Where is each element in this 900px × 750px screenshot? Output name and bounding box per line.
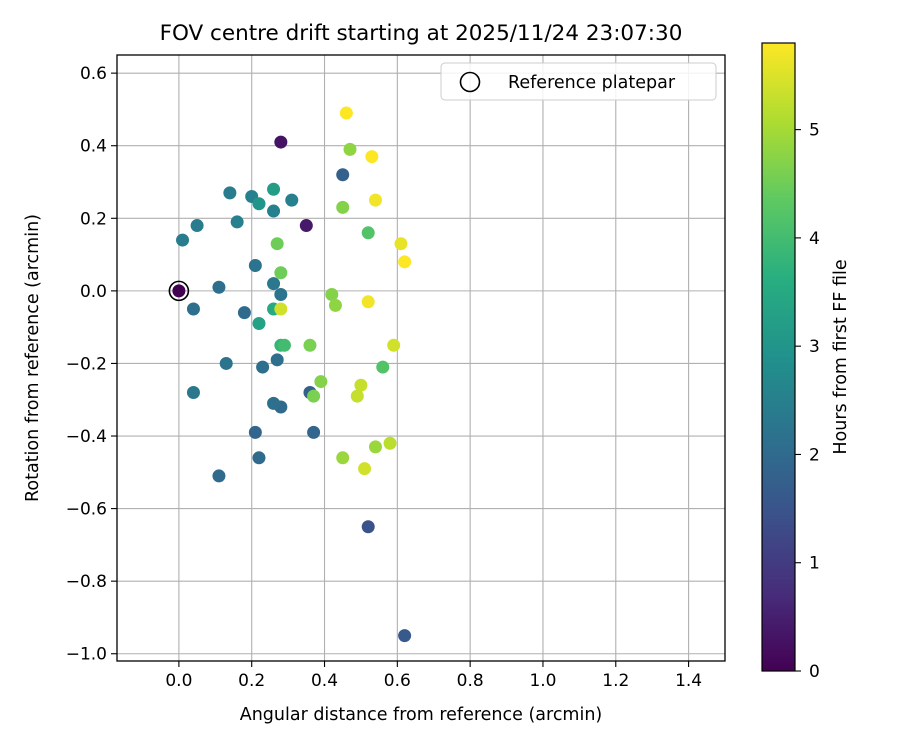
data-point xyxy=(361,295,375,309)
data-point xyxy=(376,360,390,374)
data-point xyxy=(267,277,281,291)
y-tick-label: 0.4 xyxy=(80,137,107,157)
data-point xyxy=(307,389,321,403)
data-point xyxy=(394,237,408,251)
y-tick-label: 0.0 xyxy=(80,282,107,302)
data-point xyxy=(270,237,284,251)
colorbar-tick-label: 5 xyxy=(809,121,820,141)
y-tick-label: 0.6 xyxy=(80,64,107,84)
data-point xyxy=(270,353,284,367)
data-point xyxy=(361,226,375,240)
data-point xyxy=(343,142,357,156)
reference-data-point xyxy=(172,284,186,298)
data-point xyxy=(252,317,266,331)
data-point xyxy=(248,258,262,272)
x-tick-label: 1.4 xyxy=(675,671,702,691)
data-point xyxy=(336,200,350,214)
data-point xyxy=(398,629,412,643)
data-point xyxy=(274,266,288,280)
data-point xyxy=(383,436,397,450)
legend-label: Reference platepar xyxy=(508,73,676,93)
y-tick-label: −0.2 xyxy=(66,354,107,374)
data-point xyxy=(303,338,317,352)
data-point xyxy=(328,298,342,312)
colorbar-label: Hours from first FF file xyxy=(831,259,851,454)
data-point xyxy=(325,287,339,301)
data-point xyxy=(387,338,401,352)
x-tick-label: 0.4 xyxy=(311,671,338,691)
y-axis-ticks: 0.6 0.4 0.2 0.0 −0.2 −0.4 −0.6 −0.8 −1.0 xyxy=(66,64,117,665)
data-point xyxy=(252,451,266,465)
y-tick-label: −0.4 xyxy=(66,427,107,447)
data-point xyxy=(267,396,281,410)
y-tick-label: 0.2 xyxy=(80,209,107,229)
x-axis-label: Angular distance from reference (arcmin) xyxy=(240,705,603,725)
x-tick-label: 1.2 xyxy=(602,671,629,691)
data-point xyxy=(368,193,382,207)
data-point xyxy=(212,469,226,483)
data-point xyxy=(365,150,379,164)
legend-reference-marker xyxy=(459,71,481,93)
data-point xyxy=(267,204,281,218)
colorbar: 0 1 2 3 4 5 Hours from first FF file xyxy=(761,42,851,682)
legend-box xyxy=(440,62,717,101)
x-tick-label: 1.0 xyxy=(529,671,556,691)
colorbar-tick-label: 4 xyxy=(809,229,820,249)
data-point xyxy=(274,302,288,316)
x-tick-label: 0.0 xyxy=(165,671,192,691)
data-point xyxy=(256,360,270,374)
y-axis-label: Rotation from reference (arcmin) xyxy=(23,214,43,502)
data-point xyxy=(314,375,328,389)
data-point xyxy=(274,287,288,301)
data-point xyxy=(230,215,244,229)
data-point xyxy=(223,186,237,200)
data-point xyxy=(398,255,412,269)
data-point xyxy=(237,306,251,320)
legend: Reference platepar xyxy=(440,62,717,101)
data-point xyxy=(277,338,291,352)
data-point xyxy=(186,302,200,316)
colorbar-tick-label: 1 xyxy=(809,554,820,574)
data-point xyxy=(336,451,350,465)
chart-title: FOV centre drift starting at 2025/11/24 … xyxy=(160,21,683,46)
data-point xyxy=(248,425,262,439)
data-point xyxy=(186,385,200,399)
x-tick-label: 0.6 xyxy=(384,671,411,691)
colorbar-tick-label: 3 xyxy=(809,337,820,357)
data-point xyxy=(274,135,288,149)
data-point xyxy=(368,440,382,454)
data-points xyxy=(172,106,412,643)
colorbar-tick-label: 2 xyxy=(809,445,820,465)
x-tick-label: 0.2 xyxy=(238,671,265,691)
data-point xyxy=(358,462,372,476)
y-tick-label: −0.6 xyxy=(66,500,107,520)
data-point xyxy=(219,356,233,370)
x-axis-ticks: 0.0 0.2 0.4 0.6 0.8 1.0 1.2 1.4 xyxy=(165,661,702,691)
colorbar-gradient xyxy=(761,42,796,672)
y-tick-label: −0.8 xyxy=(66,572,107,592)
data-point xyxy=(361,520,375,534)
data-point xyxy=(307,425,321,439)
reference-platepar-marker xyxy=(168,280,190,302)
data-point xyxy=(212,280,226,294)
data-point xyxy=(267,182,281,196)
data-point xyxy=(190,219,204,233)
data-point xyxy=(176,233,190,247)
data-point xyxy=(299,219,313,233)
data-point xyxy=(252,197,266,211)
colorbar-ticks: 0 1 2 3 4 5 xyxy=(795,121,820,682)
gridlines xyxy=(117,55,725,661)
data-point xyxy=(350,389,364,403)
data-point xyxy=(354,378,368,392)
x-tick-label: 0.8 xyxy=(457,671,484,691)
data-point xyxy=(336,168,350,182)
data-point xyxy=(339,106,353,120)
colorbar-tick-label: 0 xyxy=(809,662,820,682)
y-tick-label: −1.0 xyxy=(66,645,107,665)
data-point xyxy=(285,193,299,207)
plot-frame xyxy=(116,54,726,662)
